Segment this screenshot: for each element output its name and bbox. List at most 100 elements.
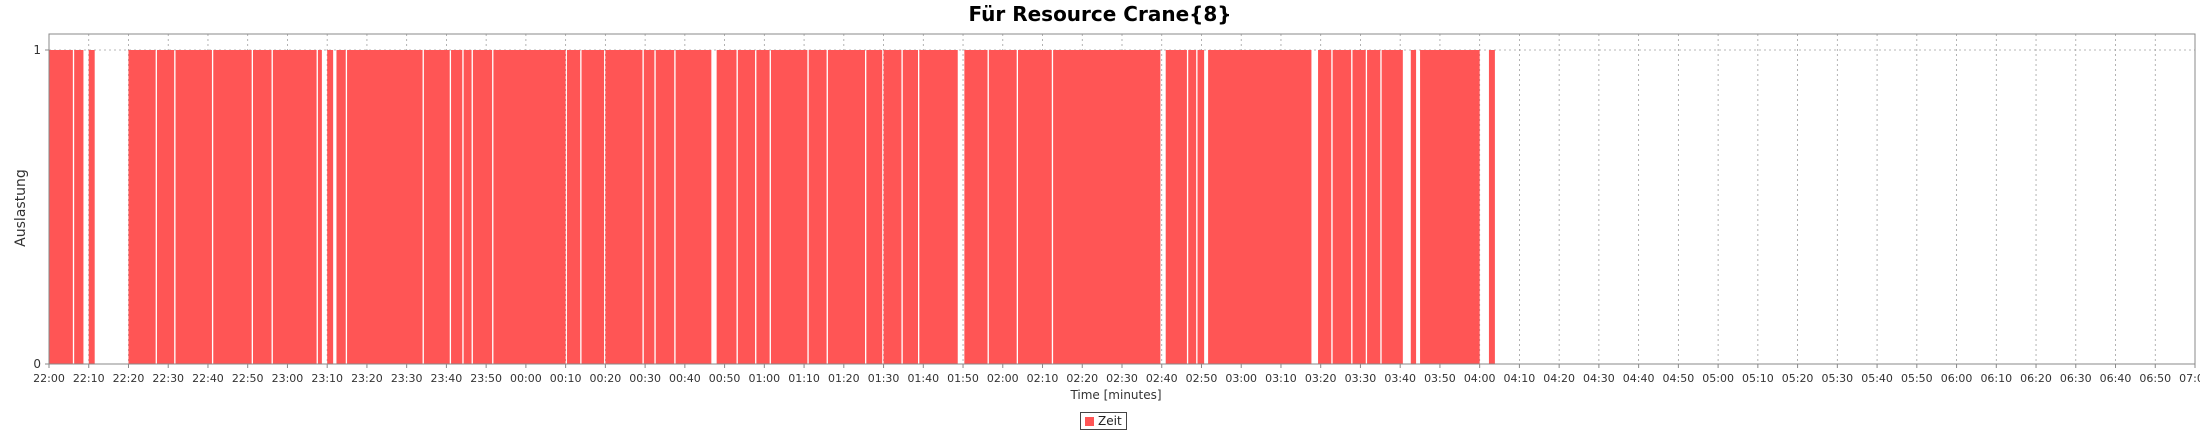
x-tick-label: 01:20 (828, 372, 860, 385)
x-tick-label: 02:00 (987, 372, 1019, 385)
legend-label: Zeit (1098, 414, 1122, 428)
busy-bar (883, 50, 902, 364)
busy-bar (1381, 50, 1403, 364)
legend-swatch (1085, 416, 1094, 426)
busy-bar (655, 50, 675, 364)
x-tick-label: 00:00 (510, 372, 542, 385)
x-tick-label: 02:40 (1146, 372, 1178, 385)
busy-bar (472, 50, 493, 364)
x-tick-label: 05:50 (1901, 372, 1933, 385)
busy-bar (1488, 50, 1495, 364)
x-tick-label: 04:40 (1623, 372, 1655, 385)
busy-bar (827, 50, 866, 364)
x-tick-label: 03:20 (1305, 372, 1337, 385)
busy-bar (643, 50, 655, 364)
busy-bar (451, 50, 463, 364)
busy-bar (566, 50, 581, 364)
x-tick-label: 00:30 (629, 372, 661, 385)
busy-bar (272, 50, 317, 364)
busy-bar (156, 50, 175, 364)
busy-bar (770, 50, 808, 364)
busy-bar (1053, 50, 1161, 364)
busy-bar (919, 50, 958, 364)
busy-bar (213, 50, 252, 364)
busy-bar (327, 50, 334, 364)
x-tick-label: 00:10 (550, 372, 582, 385)
x-tick-label: 05:40 (1861, 372, 1893, 385)
x-tick-label: 03:40 (1384, 372, 1416, 385)
busy-bar (1318, 50, 1332, 364)
busy-bar (1165, 50, 1187, 364)
busy-bar (493, 50, 566, 364)
busy-bar (1410, 50, 1417, 364)
busy-bar (463, 50, 472, 364)
busy-bar (605, 50, 643, 364)
busy-bar (1367, 50, 1381, 364)
y-tick-label: 1 (33, 43, 41, 57)
x-tick-label: 01:50 (947, 372, 979, 385)
busy-bar (253, 50, 272, 364)
x-tick-label: 02:20 (1066, 372, 1098, 385)
x-tick-label: 22:40 (192, 372, 224, 385)
x-tick-label: 05:00 (1702, 372, 1734, 385)
bars-layer (49, 50, 1495, 364)
busy-bar (317, 50, 322, 364)
x-tick-label: 23:40 (431, 372, 463, 385)
x-tick-label: 02:50 (1186, 372, 1218, 385)
x-tick-label: 00:50 (709, 372, 741, 385)
x-tick-label: 03:00 (1225, 372, 1257, 385)
x-tick-label: 22:20 (113, 372, 145, 385)
x-tick-label: 03:50 (1424, 372, 1456, 385)
x-tick-label: 02:30 (1106, 372, 1138, 385)
busy-bar (88, 50, 95, 364)
busy-bar (581, 50, 605, 364)
x-tick-label: 05:20 (1782, 372, 1814, 385)
busy-bar (128, 50, 156, 364)
x-tick-label: 06:20 (2020, 372, 2052, 385)
busy-bar (175, 50, 212, 364)
y-tick-label: 0 (33, 357, 41, 371)
x-tick-label: 01:30 (868, 372, 900, 385)
x-tick-label: 03:10 (1265, 372, 1297, 385)
busy-bar (988, 50, 1017, 364)
x-tick-label: 22:50 (232, 372, 264, 385)
busy-bar (1352, 50, 1366, 364)
busy-bar (756, 50, 770, 364)
busy-bar (74, 50, 84, 364)
x-tick-label: 23:30 (391, 372, 423, 385)
busy-bar (423, 50, 450, 364)
busy-bar (1420, 50, 1480, 364)
x-tick-label: 07:00 (2179, 372, 2200, 385)
x-tick-label: 04:10 (1504, 372, 1536, 385)
x-tick-label: 05:10 (1742, 372, 1774, 385)
x-tick-label: 04:30 (1583, 372, 1615, 385)
x-tick-label: 04:50 (1663, 372, 1695, 385)
x-tick-label: 03:30 (1345, 372, 1377, 385)
x-tick-label: 04:00 (1464, 372, 1496, 385)
busy-bar (964, 50, 988, 364)
y-axis-label: Auslastung (13, 169, 29, 247)
x-tick-label: 06:40 (2100, 372, 2132, 385)
busy-bar (1332, 50, 1352, 364)
x-tick-label: 06:00 (1941, 372, 1973, 385)
busy-bar (675, 50, 712, 364)
x-tick-label: 01:40 (907, 372, 939, 385)
busy-bar (49, 50, 73, 364)
busy-bar (1197, 50, 1205, 364)
x-tick-label: 02:10 (1027, 372, 1059, 385)
x-tick-label: 01:10 (788, 372, 820, 385)
x-tick-label: 06:50 (2139, 372, 2171, 385)
x-tick-label: 23:10 (311, 372, 343, 385)
x-tick-label: 23:50 (470, 372, 502, 385)
x-tick-labels: 22:00 22:10 22:20 22:30 22:40 22:50 23:00 23:10… (33, 364, 2200, 385)
x-tick-label: 00:40 (669, 372, 701, 385)
busy-bar (1018, 50, 1052, 364)
chart-title: Für Resource Crane{8} (968, 2, 1232, 26)
busy-bar (866, 50, 883, 364)
legend: Zeit (1080, 412, 1127, 430)
busy-bar (1208, 50, 1312, 364)
busy-bar (716, 50, 737, 364)
busy-bar (902, 50, 918, 364)
y-tick-labels: 01 (33, 43, 49, 371)
